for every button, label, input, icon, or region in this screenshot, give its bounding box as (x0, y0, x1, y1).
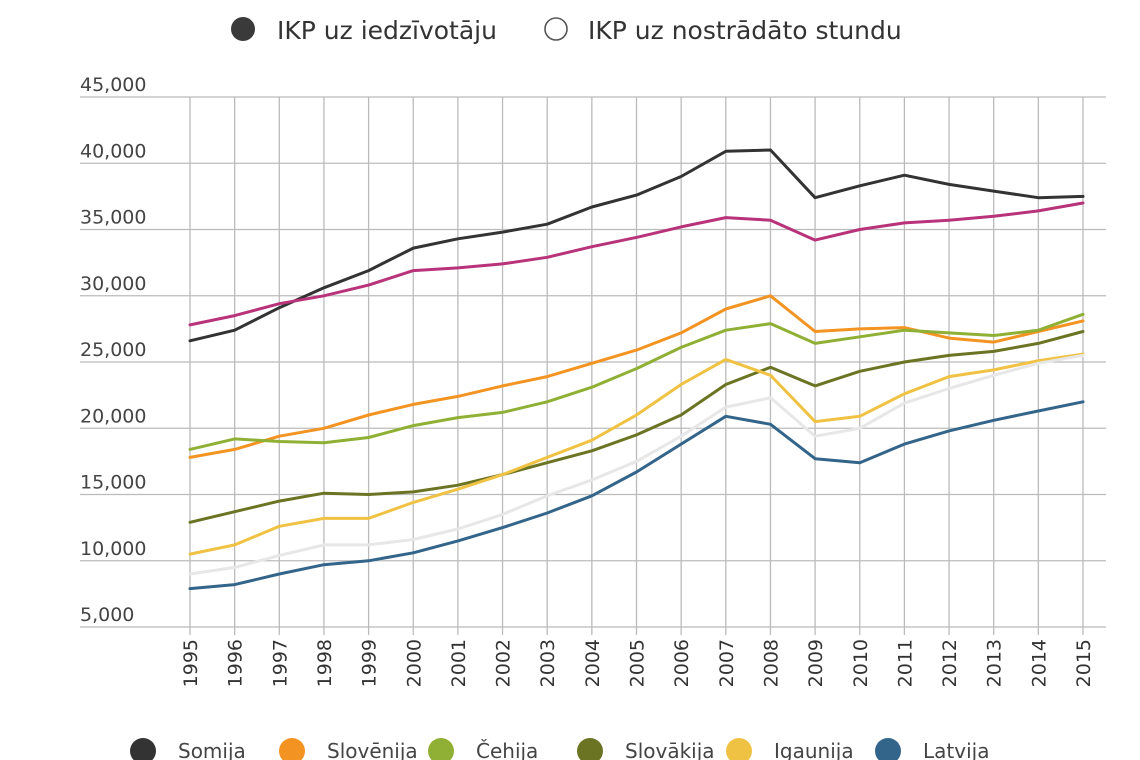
x-tick-label: 2005 (627, 639, 649, 687)
series-line (188, 353, 1085, 576)
legend-label: Somija (178, 739, 246, 760)
series-line (188, 400, 1085, 591)
legend-swatch-icon (875, 738, 901, 760)
series-line (188, 148, 1085, 343)
x-tick-label: 2002 (493, 639, 515, 687)
x-axis: 1995 1996 1997 1998 1999 2000 2001 2002 2003 2004… (180, 639, 1095, 687)
x-tick-label: 1996 (225, 639, 247, 687)
x-tick-label: 2013 (984, 639, 1006, 687)
x-tick-label: 2008 (760, 639, 782, 687)
toggle-per-hour-label: IKP uz nostrādāto stundu (588, 16, 902, 45)
x-tick-label: 2007 (716, 639, 738, 687)
y-tick-label: 35,000 (80, 207, 146, 229)
legend-item[interactable]: Somija (130, 738, 246, 760)
y-tick-label: 30,000 (80, 273, 146, 295)
x-tick-label: 1999 (359, 639, 381, 687)
x-tick-label: 2015 (1073, 639, 1095, 687)
legend: Somija Slovēnija Čehija Slovākija Igaunija La… (130, 738, 989, 760)
x-tick-label: 2003 (537, 639, 559, 687)
legend-label: Igaunija (774, 739, 854, 760)
toggle-per-hour[interactable]: IKP uz nostrādāto stundu (544, 16, 902, 45)
x-tick-label: 2009 (805, 639, 827, 687)
toggle-per-capita-label: IKP uz iedzīvotāju (277, 16, 497, 45)
series-line (188, 312, 1085, 451)
y-tick-label: 15,000 (80, 472, 146, 494)
series-line (188, 294, 1085, 459)
legend-item[interactable]: Latvija (875, 738, 989, 760)
x-tick-label: 2006 (671, 639, 693, 687)
legend-item[interactable]: Slovēnija (279, 738, 418, 760)
y-tick-label: 40,000 (80, 140, 146, 162)
x-tick-label: 2012 (939, 639, 961, 687)
x-tick-label: 1998 (314, 639, 336, 687)
y-tick-label: 45,000 (80, 74, 146, 96)
series-line (188, 352, 1085, 556)
legend-item[interactable]: Igaunija (726, 738, 854, 760)
y-tick-label: 5,000 (80, 604, 134, 626)
legend-item[interactable]: Čehija (428, 738, 538, 760)
legend-swatch-icon (726, 738, 752, 760)
legend-swatch-icon (279, 738, 305, 760)
legend-label: Čehija (476, 739, 538, 760)
x-tick-label: 2000 (403, 639, 425, 687)
legend-label: Slovēnija (327, 739, 418, 760)
toggle-per-capita[interactable]: IKP uz iedzīvotāju (231, 16, 497, 45)
radio-empty-icon (544, 17, 568, 41)
legend-label: Latvija (923, 739, 989, 760)
x-tick-label: 2001 (448, 639, 470, 687)
y-tick-label: 25,000 (80, 339, 146, 361)
x-tick-label: 2004 (582, 639, 604, 687)
y-tick-label: 10,000 (80, 538, 146, 560)
y-axis: 5,000 10,000 15,000 20,000 25,000 30,000 35,00… (80, 74, 146, 626)
series-line (188, 201, 1085, 327)
legend-swatch-icon (577, 738, 603, 760)
x-tick-label: 1997 (269, 639, 291, 687)
gridlines (80, 96, 1106, 635)
legend-swatch-icon (428, 738, 454, 760)
legend-label: Slovākija (625, 739, 715, 760)
x-tick-label: 2011 (894, 639, 916, 687)
y-tick-label: 20,000 (80, 405, 146, 427)
radio-filled-icon (231, 17, 255, 41)
x-tick-label: 1995 (180, 639, 202, 687)
x-tick-label: 2010 (850, 639, 872, 687)
series-lines (188, 148, 1085, 591)
x-tick-label: 2014 (1028, 639, 1050, 687)
legend-item[interactable]: Slovākija (577, 738, 715, 760)
series-line (188, 330, 1085, 524)
legend-swatch-icon (130, 738, 156, 760)
